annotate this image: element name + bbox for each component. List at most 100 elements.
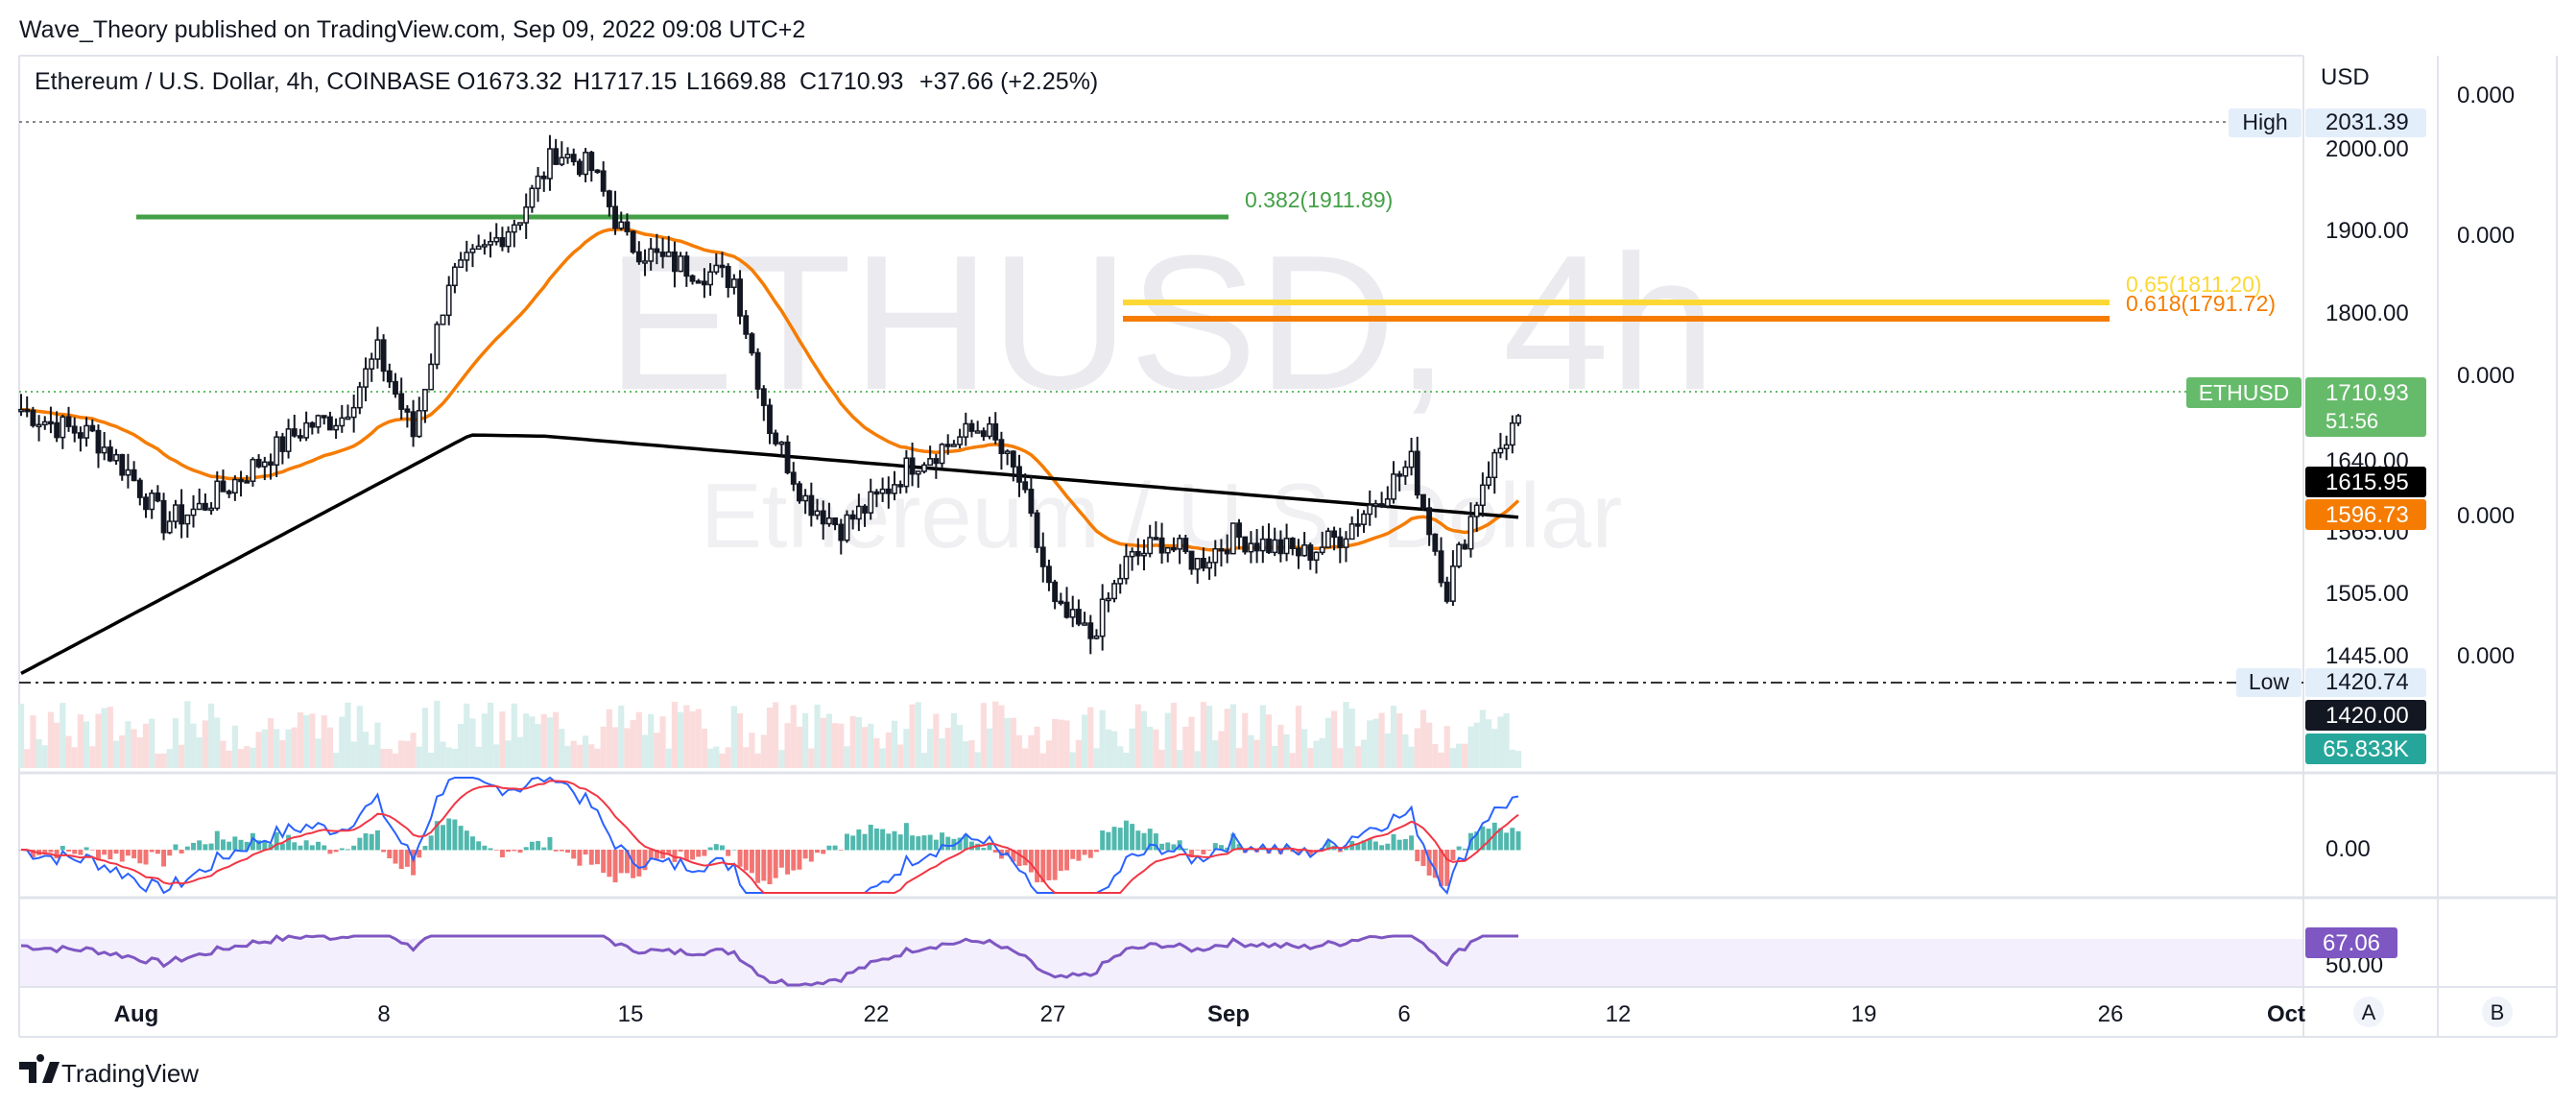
volume-bar xyxy=(1087,707,1094,768)
macd-histogram-bar xyxy=(821,850,826,854)
candle-down xyxy=(808,494,815,517)
candle-up xyxy=(1348,523,1355,541)
candle-up xyxy=(184,514,191,525)
macd-histogram-bar xyxy=(1141,832,1147,851)
volume-bar xyxy=(855,716,862,768)
candle-up xyxy=(564,154,571,158)
macd-histogram-bar xyxy=(553,850,559,852)
candle-down xyxy=(612,205,618,229)
volume-bar xyxy=(630,719,636,768)
macd-histogram-bar xyxy=(690,850,695,860)
volume-bar xyxy=(428,753,435,768)
auto-scale-button[interactable]: A xyxy=(2353,997,2384,1027)
macd-histogram-bar xyxy=(191,842,196,851)
volume-bar xyxy=(1331,710,1338,768)
candle-down xyxy=(873,491,880,495)
macd-histogram-bar xyxy=(523,847,529,851)
volume-bar xyxy=(820,717,826,768)
candle-up xyxy=(428,363,435,391)
candle-down xyxy=(179,504,185,525)
volume-bar xyxy=(1283,733,1290,768)
macd-histogram-bar xyxy=(422,846,428,851)
candle-up xyxy=(1343,538,1349,548)
macd-histogram-bar xyxy=(612,850,618,883)
macd-histogram-bar xyxy=(1372,841,1378,851)
candle-down xyxy=(1188,550,1195,570)
macd-histogram-bar xyxy=(30,850,36,858)
volume-bar xyxy=(1188,716,1195,768)
candle-down xyxy=(1182,538,1189,553)
macd-histogram-bar xyxy=(1462,848,1467,851)
symbol-title[interactable]: Ethereum / U.S. Dollar, 4h, COINBASE xyxy=(35,68,451,95)
macd-histogram-bar xyxy=(791,850,797,871)
candle-up xyxy=(974,430,981,434)
volume-bar xyxy=(285,729,292,768)
candle-up xyxy=(345,416,351,421)
macd-histogram-bar xyxy=(1385,843,1391,851)
macd-histogram-bar xyxy=(618,850,624,874)
candle-up xyxy=(1479,484,1486,507)
rsi-tag-bg xyxy=(2305,927,2397,958)
candle-up xyxy=(481,244,488,248)
volume-bar xyxy=(71,747,78,768)
time-axis[interactable]: Aug 8 15 22 27 Sep 6 12 19 26 Oct xyxy=(114,1001,2305,1027)
macd-histogram-bar xyxy=(232,836,238,851)
volume-bar xyxy=(380,748,387,768)
log-scale-button[interactable]: B xyxy=(2482,997,2513,1027)
volume-bar xyxy=(909,704,916,768)
volume-bar xyxy=(844,746,850,768)
volume-bar xyxy=(1414,728,1420,768)
volume-bar xyxy=(957,725,964,768)
volume-bar xyxy=(749,733,755,768)
candle-down xyxy=(202,502,208,511)
candle-up xyxy=(1367,504,1373,516)
candle-up xyxy=(1105,597,1111,602)
candle-down xyxy=(77,432,83,439)
volume-bar xyxy=(214,717,221,768)
macd-histogram-bar xyxy=(832,845,838,851)
macd-histogram-bar xyxy=(1117,828,1123,851)
volume-bar xyxy=(1259,705,1266,768)
candle-down xyxy=(1028,489,1035,515)
macd-histogram-bar xyxy=(89,850,95,851)
macd-histogram-bar xyxy=(1432,850,1438,878)
macd-histogram-bar xyxy=(880,829,886,851)
secondary-price-axis[interactable]: 0.000 0.000 0.000 0.000 0.000 xyxy=(2457,83,2515,669)
volume-bar xyxy=(1378,712,1385,768)
macd-histogram-bar xyxy=(374,830,380,851)
candle-up xyxy=(844,514,850,541)
tradingview-logo[interactable]: TradingView xyxy=(19,1054,199,1088)
volume-bar xyxy=(131,729,137,768)
volume-bar xyxy=(546,717,554,768)
volume-bar xyxy=(24,749,31,768)
rsi-line xyxy=(20,934,1518,987)
candle-up xyxy=(261,461,268,468)
macd-histogram-bar xyxy=(1510,828,1515,851)
volume-bar xyxy=(1402,733,1409,768)
candle-down xyxy=(298,435,303,439)
candle-down xyxy=(380,339,387,373)
macd-histogram-bar xyxy=(167,850,173,856)
candle-up xyxy=(1069,609,1076,618)
candle-down xyxy=(683,255,690,277)
candle-down xyxy=(279,436,286,452)
time-label: 6 xyxy=(1397,1001,1410,1027)
symbol-tag: ETHUSD xyxy=(2199,380,2290,405)
macd-histogram-bar xyxy=(1486,829,1491,851)
candle-down xyxy=(1134,551,1141,557)
ma50-value: 1596.73 xyxy=(2326,502,2409,528)
macd-histogram-bar xyxy=(357,837,363,851)
volume-bar xyxy=(963,741,969,768)
candle-up xyxy=(1206,562,1213,569)
macd-histogram-bar xyxy=(838,850,844,851)
volume-bar xyxy=(1058,719,1064,768)
macd-histogram-bar xyxy=(1070,850,1076,859)
volume-bar xyxy=(1456,743,1463,768)
auto-scale-button-bg[interactable] xyxy=(2353,997,2384,1027)
log-scale-button-bg[interactable] xyxy=(2482,997,2513,1027)
candle-down xyxy=(410,411,417,438)
candle-down xyxy=(1277,539,1284,555)
candle-up xyxy=(1082,622,1088,626)
price-tick-1445: 1445.00 xyxy=(2326,643,2409,669)
price-axis[interactable]: USD 2000.00 1900.00 1800.00 1640.00 1565… xyxy=(2321,64,2409,978)
